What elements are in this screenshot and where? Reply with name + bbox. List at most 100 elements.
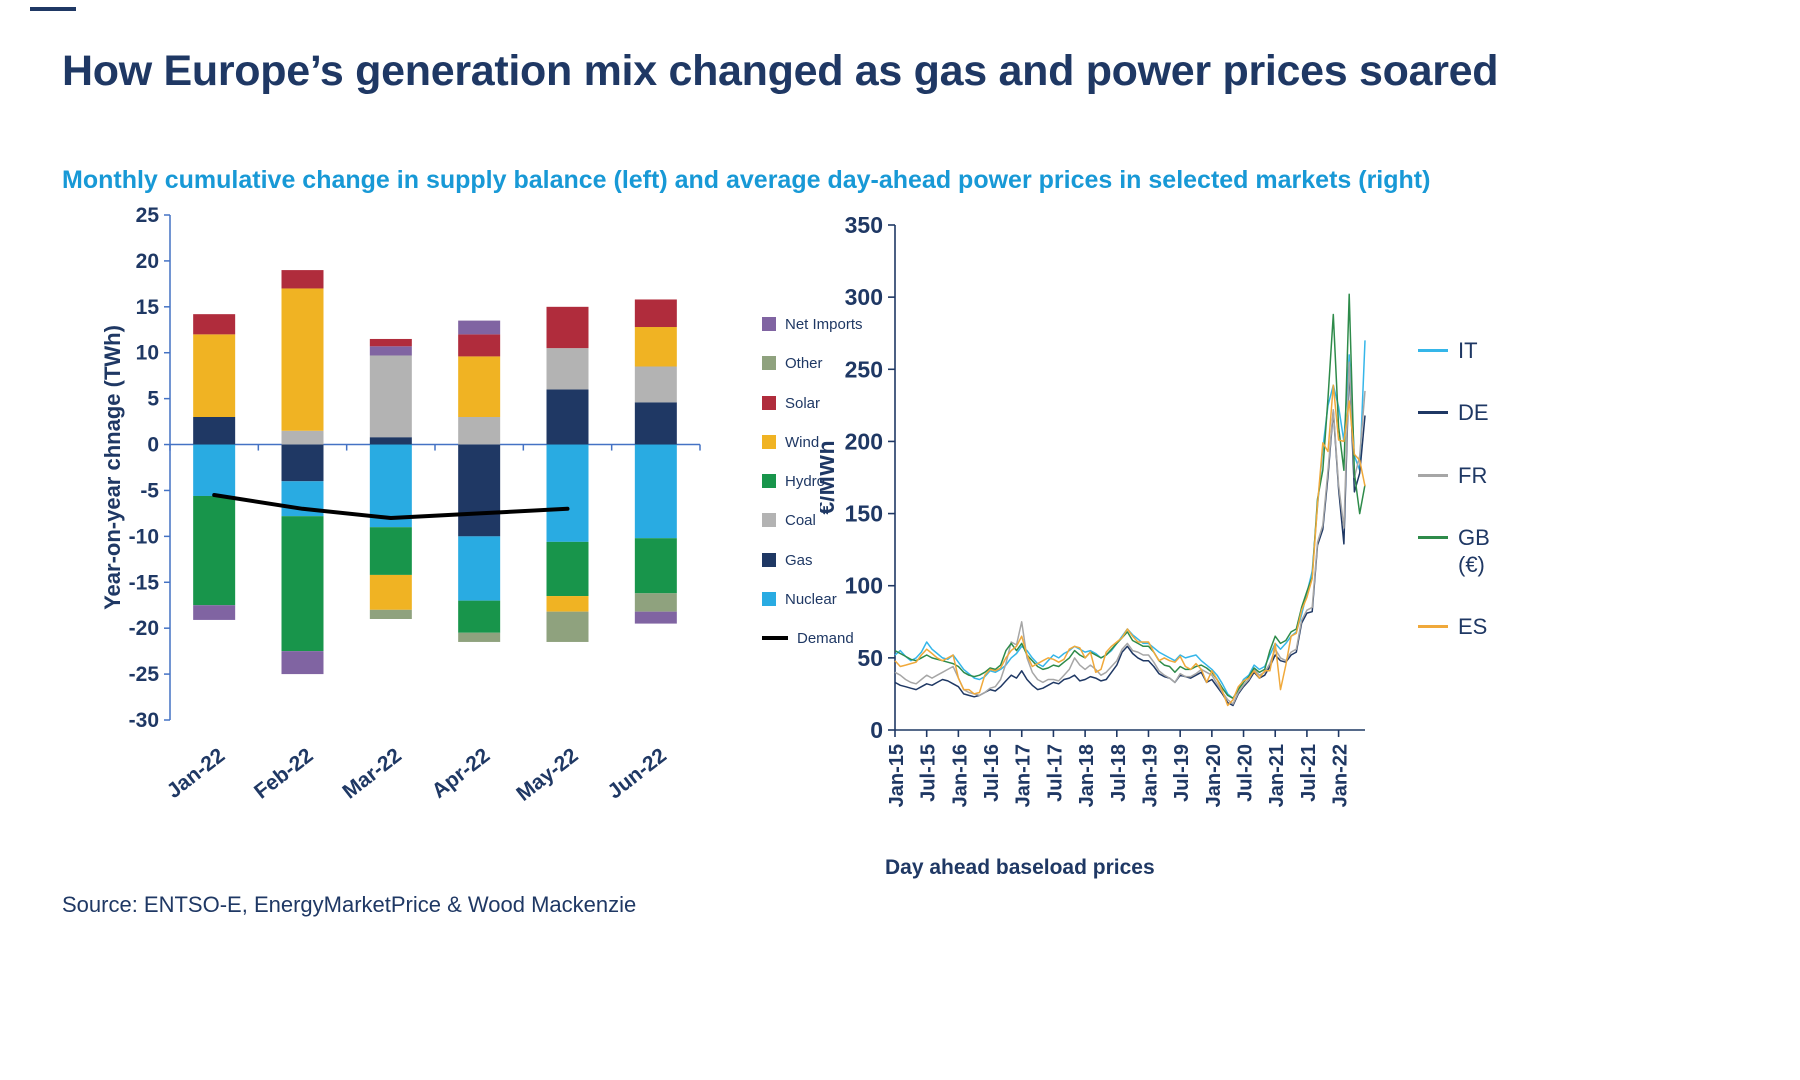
y-tick-label: -25 xyxy=(129,663,160,686)
legend-label: DE xyxy=(1458,400,1489,426)
bar-segment-gas xyxy=(546,389,589,445)
legend-color-swatch xyxy=(762,474,776,488)
y-tick-label: 15 xyxy=(136,296,160,319)
left-y-axis-title: Year-on-year chnage (TWh) xyxy=(100,325,125,610)
bar-segment-other xyxy=(458,632,501,642)
legend-label: Hydro xyxy=(785,473,826,490)
price-legend-item-fr: FR xyxy=(1418,463,1516,489)
power-prices-chart: 0 50 100 150 200 250 300 350 Jan-15 Jul-15 Jan-16 J… xyxy=(820,212,1366,807)
legend-item-solar: Solar xyxy=(762,395,879,412)
bar-segment-hydro xyxy=(193,495,236,606)
bar-segment-solar xyxy=(281,270,324,289)
x-tick-label: Jul-21 xyxy=(1298,744,1320,802)
bar-segment-solar xyxy=(634,299,677,328)
generation-mix-chart: -30 -25 -20 -15 -10 -5 0 5 10 15 20 25 Jan-22 Feb-22 M… xyxy=(100,205,701,806)
legend-label: FR xyxy=(1458,462,1488,488)
legend-item-hydro: Hydro xyxy=(762,473,879,490)
legend-label: Wind xyxy=(785,433,820,451)
bar-segment-hydro xyxy=(634,538,677,594)
legend-label: GB (€) xyxy=(1458,525,1490,577)
source-note: Source: ENTSO-E, EnergyMarketPrice & Woo… xyxy=(62,892,637,917)
bar-segment-wind xyxy=(281,288,324,431)
x-tick-label: Jul-16 xyxy=(981,744,1003,802)
legend-label: IT xyxy=(1458,338,1478,363)
price-legend-item-it: IT xyxy=(1418,338,1516,364)
x-tick-label: Jan-17 xyxy=(1013,744,1035,807)
bar-segment-nuclear xyxy=(546,444,589,542)
x-category-label: Apr-22 xyxy=(428,744,495,803)
bar-segment-hydro xyxy=(281,516,324,652)
right-chart-caption: Day ahead baseload prices xyxy=(885,856,1155,879)
legend-label: Nuclear xyxy=(785,590,837,608)
y-tick-label: -10 xyxy=(129,525,159,548)
bar-segment-nuclear xyxy=(193,444,236,496)
bar-segment-nuclear xyxy=(458,536,501,601)
legend-color-swatch xyxy=(762,591,776,606)
bar-segment-gas xyxy=(193,417,236,445)
y-tick-label: 50 xyxy=(857,645,883,671)
demand-line xyxy=(212,493,570,520)
x-tick-label: Jan-22 xyxy=(1330,744,1352,807)
y-tick-label: 20 xyxy=(136,250,159,273)
legend-item-demand: Demand xyxy=(762,630,879,647)
bar-segment-net-imports xyxy=(634,611,677,624)
bar-segment-solar xyxy=(193,314,236,335)
bar-segment-nuclear xyxy=(634,444,677,539)
bar-segment-solar xyxy=(546,306,589,349)
legend-color-swatch xyxy=(762,513,776,528)
bar-segment-gas xyxy=(458,444,501,537)
legend-item-coal: Coal xyxy=(762,512,879,529)
y-tick-label: 350 xyxy=(845,212,883,238)
series-line-ES xyxy=(894,384,1366,707)
bar-segment-net-imports xyxy=(458,320,501,335)
generation-mix-legend: Net Imports Other Solar Wind Hydro Coal Gas Nuc… xyxy=(762,316,879,647)
page-subtitle: Monthly cumulative change in supply bala… xyxy=(62,166,1431,194)
legend-color-swatch xyxy=(762,317,776,331)
y-tick-label: 150 xyxy=(845,501,883,527)
legend-label: ES xyxy=(1458,613,1488,639)
x-tick-label: Jul-20 xyxy=(1235,744,1257,802)
x-tick-label: Jan-18 xyxy=(1076,744,1098,807)
bar-segment-coal xyxy=(458,417,501,445)
legend-item-net-imports: Net Imports xyxy=(762,316,879,333)
y-tick-label: -15 xyxy=(129,571,160,594)
y-tick-label: 300 xyxy=(845,284,883,310)
bar-segment-other xyxy=(634,593,677,612)
legend-item-nuclear: Nuclear xyxy=(762,591,879,608)
x-category-label: Mar-22 xyxy=(338,744,406,804)
legend-label: Coal xyxy=(785,512,816,530)
legend-line-swatch xyxy=(1418,624,1448,628)
legend-label: Other xyxy=(785,355,823,373)
price-legend-item-gb: GB (€) xyxy=(1418,525,1516,578)
series-line-GB xyxy=(894,293,1366,700)
price-legend-item-es: ES xyxy=(1418,614,1516,640)
y-tick-label: 5 xyxy=(147,388,159,411)
bar-segment-coal xyxy=(546,348,589,390)
y-tick-label: 200 xyxy=(845,428,883,454)
x-tick-label: Jan-19 xyxy=(1139,744,1161,807)
x-tick-label: Jul-17 xyxy=(1044,744,1066,802)
legend-line-swatch xyxy=(1418,536,1448,540)
y-tick-label: 250 xyxy=(845,356,883,382)
price-legend-item-de: DE xyxy=(1418,400,1516,426)
x-tick-label: Jan-21 xyxy=(1266,744,1288,807)
x-category-label: May-22 xyxy=(512,744,582,806)
y-tick-label: 25 xyxy=(136,205,160,227)
y-tick-label: 10 xyxy=(136,342,159,365)
legend-color-swatch xyxy=(762,552,776,567)
bar-segment-coal xyxy=(369,355,412,438)
bar-segment-gas xyxy=(369,437,412,445)
page-title: How Europe’s generation mix changed as g… xyxy=(62,47,1499,95)
bar-segment-hydro xyxy=(458,600,501,633)
legend-line-swatch xyxy=(1418,473,1448,477)
bar-segment-net-imports xyxy=(281,651,324,675)
bar-segment-other xyxy=(369,609,412,619)
bar-segment-solar xyxy=(458,334,501,357)
bar-segment-other xyxy=(546,611,589,642)
x-category-label: Jan-22 xyxy=(163,744,230,803)
bar-segment-wind xyxy=(546,596,589,612)
legend-color-swatch xyxy=(762,434,776,449)
bar-segment-hydro xyxy=(369,527,412,575)
x-category-label: Jun-22 xyxy=(603,744,670,804)
x-tick-label: Jan-20 xyxy=(1203,744,1225,807)
